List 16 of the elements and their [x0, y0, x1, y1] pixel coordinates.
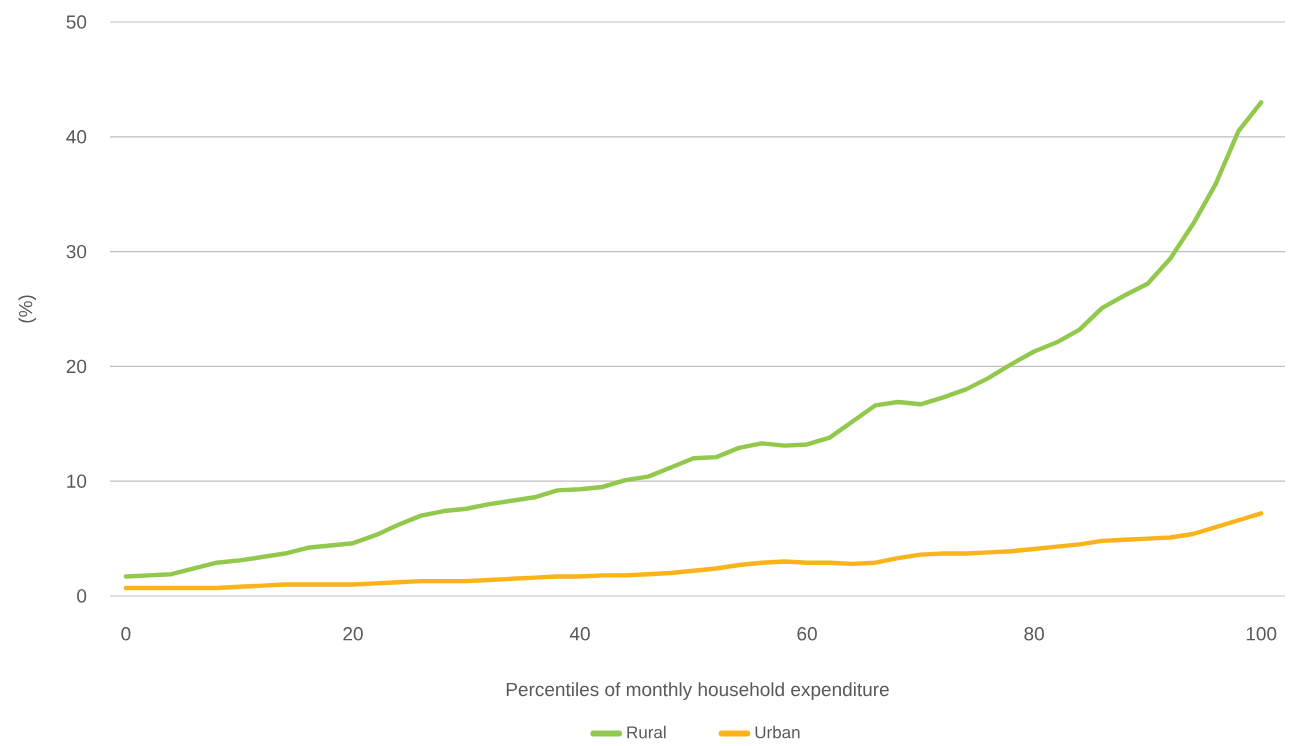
x-tick-label: 0 [121, 627, 131, 641]
y-axis-title: (%) [18, 295, 37, 323]
legend-label: Rural [627, 725, 666, 739]
x-tick-label: 100 [1246, 627, 1277, 641]
x-tick-label: 60 [797, 627, 817, 641]
y-tick-label: 20 [66, 359, 87, 374]
y-tick-label: 50 [66, 15, 87, 29]
legend-label: Urban [755, 725, 800, 739]
y-tick-label: 40 [66, 130, 87, 144]
y-tick-label: 0 [77, 589, 87, 603]
y-tick-label: 10 [67, 474, 87, 488]
x-tick-label: 20 [343, 627, 363, 641]
y-tick-label: 30 [66, 244, 87, 259]
x-tick-label: 80 [1024, 627, 1044, 641]
x-tick-label: 40 [569, 627, 590, 641]
x-axis-title: Percentiles of monthly household expenditure [506, 682, 889, 700]
